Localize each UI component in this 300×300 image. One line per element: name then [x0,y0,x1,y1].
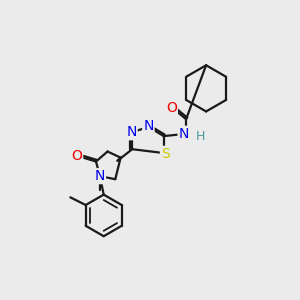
Text: H: H [195,130,205,142]
Text: N: N [178,127,189,141]
Text: O: O [166,100,177,115]
Text: O: O [71,149,82,163]
Text: N: N [143,119,154,133]
Text: N: N [95,169,105,183]
Text: N: N [126,125,136,139]
Text: S: S [161,147,170,161]
